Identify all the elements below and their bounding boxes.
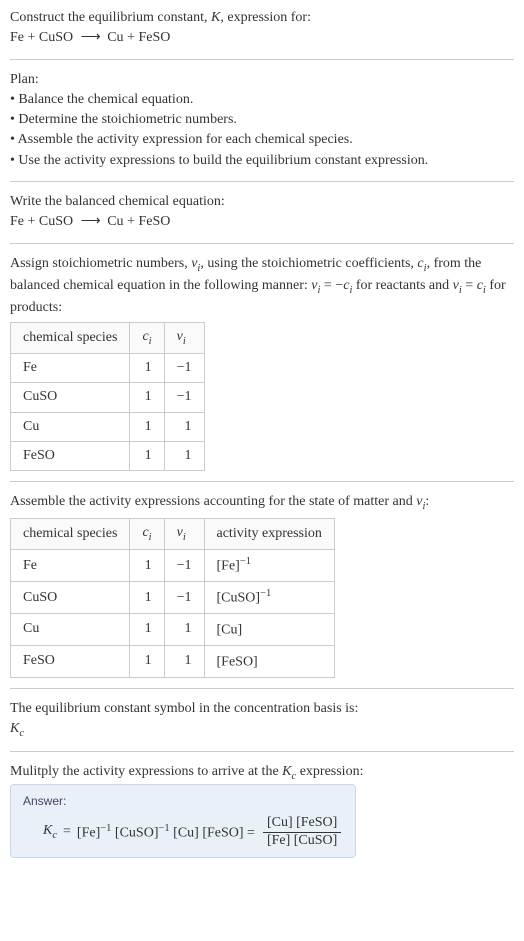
cell-species: Fe xyxy=(11,550,130,582)
cell-nu: 1 xyxy=(164,441,204,470)
activity-section: Assemble the activity expressions accoun… xyxy=(10,492,514,689)
cell-nu: 1 xyxy=(164,614,204,646)
plan-section: Plan: Balance the chemical equation. Det… xyxy=(10,70,514,182)
eq-species: Fe xyxy=(10,214,24,229)
activity-table: chemical species ci νi activity expressi… xyxy=(10,518,335,678)
unbalanced-equation: Fe + CuSO ⟶ Cu + FeSO xyxy=(10,28,514,48)
eq-plus: + xyxy=(24,30,39,45)
stoich-paragraph: Assign stoichiometric numbers, νi, using… xyxy=(10,254,514,318)
eq-species: FeSO xyxy=(138,214,170,229)
cell-species: FeSO xyxy=(11,441,130,470)
cell-activity: [CuSO]−1 xyxy=(204,582,334,614)
kc-symbol-section: The equilibrium constant symbol in the c… xyxy=(10,699,514,752)
table-row: Fe 1 −1 [Fe]−1 xyxy=(11,550,335,582)
plan-item: Determine the stoichiometric numbers. xyxy=(10,110,514,130)
prompt-text: Construct the equilibrium constant, K, e… xyxy=(10,8,514,28)
reaction-arrow-icon: ⟶ xyxy=(81,28,100,48)
cell-species: CuSO xyxy=(11,383,130,412)
balanced-equation: Fe + CuSO ⟶ Cu + FeSO xyxy=(10,212,514,232)
cell-nu: −1 xyxy=(164,550,204,582)
kc-symbol-text: The equilibrium constant symbol in the c… xyxy=(10,699,514,719)
table-header-row: chemical species ci νi xyxy=(11,323,205,354)
col-nu: νi xyxy=(164,323,204,354)
reaction-arrow-icon: ⟶ xyxy=(81,212,100,232)
cell-nu: −1 xyxy=(164,383,204,412)
plan-list: Balance the chemical equation. Determine… xyxy=(10,90,514,171)
cell-c: 1 xyxy=(130,354,164,383)
eq-plus: + xyxy=(124,30,139,45)
kc-symbol: Kc xyxy=(10,719,514,741)
stoich-table: chemical species ci νi Fe 1 −1 CuSO 1 −1… xyxy=(10,322,205,471)
cell-species: Cu xyxy=(11,412,130,441)
cell-c: 1 xyxy=(130,614,164,646)
col-activity: activity expression xyxy=(204,519,334,550)
cell-c: 1 xyxy=(130,550,164,582)
prompt-section: Construct the equilibrium constant, K, e… xyxy=(10,8,514,60)
cell-c: 1 xyxy=(130,646,164,678)
col-species: chemical species xyxy=(11,519,130,550)
eq-species: Cu xyxy=(107,30,123,45)
cell-nu: 1 xyxy=(164,412,204,441)
cell-nu: 1 xyxy=(164,646,204,678)
cell-species: FeSO xyxy=(11,646,130,678)
table-row: FeSO 1 1 [FeSO] xyxy=(11,646,335,678)
col-c: ci xyxy=(130,519,164,550)
col-nu: νi xyxy=(164,519,204,550)
table-row: CuSO 1 −1 xyxy=(11,383,205,412)
plan-item: Use the activity expressions to build th… xyxy=(10,151,514,171)
prompt-part1: Construct the equilibrium constant, xyxy=(10,10,211,25)
multiply-section: Mulitply the activity expressions to arr… xyxy=(10,762,514,868)
table-row: FeSO 1 1 xyxy=(11,441,205,470)
cell-activity: [Fe]−1 xyxy=(204,550,334,582)
eq-plus: + xyxy=(24,214,39,229)
col-c: ci xyxy=(130,323,164,354)
multiply-text: Mulitply the activity expressions to arr… xyxy=(10,762,514,784)
balanced-section: Write the balanced chemical equation: Fe… xyxy=(10,192,514,244)
eq-species: CuSO xyxy=(39,214,73,229)
cell-c: 1 xyxy=(130,412,164,441)
fraction-numerator: [Cu] [FeSO] xyxy=(263,815,341,833)
fraction-denominator: [Fe] [CuSO] xyxy=(263,833,341,850)
activity-heading: Assemble the activity expressions accoun… xyxy=(10,492,514,514)
col-species: chemical species xyxy=(11,323,130,354)
kc-equals: = xyxy=(63,822,71,842)
eq-species: Fe xyxy=(10,30,24,45)
cell-species: Fe xyxy=(11,354,130,383)
cell-species: CuSO xyxy=(11,582,130,614)
answer-label: Answer: xyxy=(23,793,343,810)
cell-nu: −1 xyxy=(164,354,204,383)
kc-lhs: Kc xyxy=(43,821,57,843)
table-row: Cu 1 1 xyxy=(11,412,205,441)
cell-activity: [FeSO] xyxy=(204,646,334,678)
kc-expression: Kc = [Fe]−1 [CuSO]−1 [Cu] [FeSO] = [Cu] … xyxy=(23,815,343,850)
k-symbol: K xyxy=(211,10,220,25)
prompt-part2: , expression for: xyxy=(220,10,311,25)
plan-item: Balance the chemical equation. xyxy=(10,90,514,110)
answer-box: Answer: Kc = [Fe]−1 [CuSO]−1 [Cu] [FeSO]… xyxy=(10,784,356,858)
table-row: Cu 1 1 [Cu] xyxy=(11,614,335,646)
eq-species: CuSO xyxy=(39,30,73,45)
cell-c: 1 xyxy=(130,383,164,412)
kc-product-form: [Fe]−1 [CuSO]−1 [Cu] [FeSO] = xyxy=(77,821,255,844)
kc-fraction: [Cu] [FeSO] [Fe] [CuSO] xyxy=(263,815,341,850)
cell-c: 1 xyxy=(130,441,164,470)
plan-heading: Plan: xyxy=(10,70,514,90)
eq-plus: + xyxy=(124,214,139,229)
table-row: Fe 1 −1 xyxy=(11,354,205,383)
table-header-row: chemical species ci νi activity expressi… xyxy=(11,519,335,550)
cell-nu: −1 xyxy=(164,582,204,614)
cell-species: Cu xyxy=(11,614,130,646)
eq-species: Cu xyxy=(107,214,123,229)
balanced-heading: Write the balanced chemical equation: xyxy=(10,192,514,212)
eq-species: FeSO xyxy=(138,30,170,45)
plan-item: Assemble the activity expression for eac… xyxy=(10,130,514,150)
table-row: CuSO 1 −1 [CuSO]−1 xyxy=(11,582,335,614)
cell-c: 1 xyxy=(130,582,164,614)
cell-activity: [Cu] xyxy=(204,614,334,646)
stoich-section: Assign stoichiometric numbers, νi, using… xyxy=(10,254,514,483)
